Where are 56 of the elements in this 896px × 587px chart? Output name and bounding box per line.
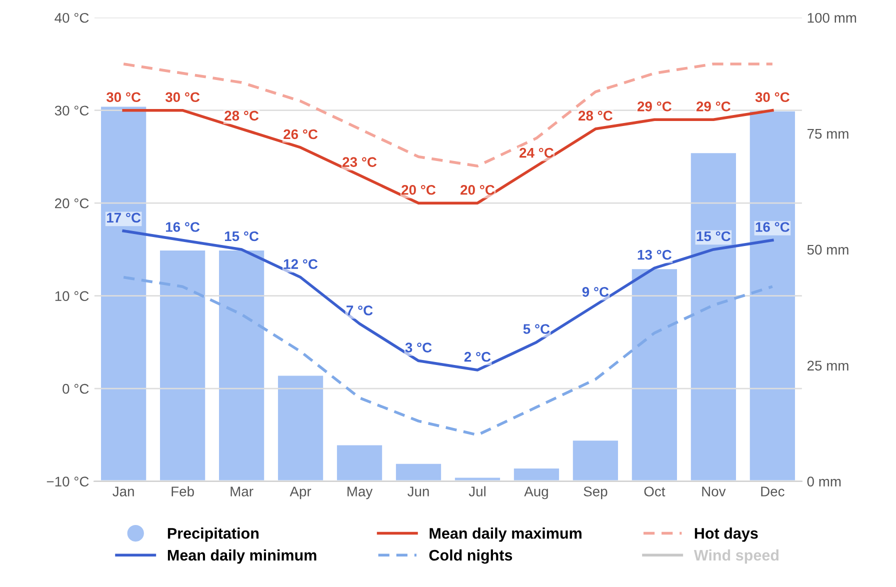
y-tick-label: 30 °C	[54, 106, 89, 116]
data-label: 30 °C	[165, 92, 200, 102]
y-tick-label: 20 °C	[55, 198, 89, 208]
data-label: 28 °C	[224, 110, 259, 121]
y-tick-label: 10 °C	[55, 291, 89, 302]
line-series	[122, 62, 774, 168]
data-label: 17 °C	[107, 212, 141, 223]
data-label: 20 °C	[402, 184, 436, 195]
data-label: 16 °C	[166, 222, 200, 232]
line-series	[122, 276, 774, 436]
data-label: 5 °C	[523, 324, 550, 334]
x-tick-label: May	[348, 486, 373, 500]
data-label: 24 °C	[520, 148, 554, 158]
x-tick-label: Sep	[584, 486, 608, 500]
x-tick-label: Jul	[468, 486, 486, 496]
data-label: 2 °C	[464, 352, 491, 362]
data-label: 3 °C	[405, 342, 432, 352]
x-tick-label: Feb	[172, 486, 194, 496]
y2-tick-label: 0 mm	[807, 476, 841, 487]
legend-label: Hot days	[694, 528, 758, 542]
x-tick-label: Jun	[408, 486, 429, 496]
x-tick-label: Jan	[112, 486, 134, 496]
x-tick-label: Mar	[230, 486, 254, 496]
y-tick-label: 40 °C	[54, 12, 89, 23]
data-label: 16 °C	[756, 222, 790, 232]
y-tick-label: 0 °C	[62, 384, 89, 394]
y2-tick-label: 25 mm	[807, 360, 848, 371]
x-tick-label: Dec	[761, 486, 784, 496]
bar	[334, 443, 384, 482]
data-label: 26 °C	[284, 129, 318, 140]
data-label: 13 °C	[638, 250, 672, 260]
x-tick-label: Apr	[290, 486, 312, 500]
data-label: 30 °C	[755, 92, 790, 102]
bar	[394, 462, 444, 482]
data-label: 15 °C	[696, 231, 731, 242]
data-label: 29 °C	[637, 101, 672, 112]
data-label: 20 °C	[460, 184, 495, 195]
data-label: 7 °C	[346, 306, 373, 316]
legend-label: Mean daily maximum	[430, 528, 582, 542]
data-label: 29 °C	[696, 101, 731, 112]
x-tick-label: Oct	[644, 486, 666, 496]
legend-label: Cold nights	[429, 549, 512, 564]
y-tick-label: −10 °C	[46, 476, 89, 487]
x-tick-label: Nov	[702, 486, 726, 496]
data-label: 30 °C	[106, 92, 141, 102]
y2-tick-label: 50 mm	[807, 244, 848, 255]
legend-label: Precipitation	[168, 528, 259, 542]
y2-tick-label: 75 mm	[807, 129, 848, 139]
legend-label: Mean daily minimum	[168, 549, 316, 564]
data-label: 12 °C	[284, 259, 318, 269]
data-label: 9 °C	[582, 286, 609, 297]
data-label: 15 °C	[224, 231, 259, 242]
data-label: 23 °C	[342, 157, 377, 167]
x-tick-label: Aug	[524, 486, 548, 500]
y2-tick-label: 100 mm	[808, 12, 856, 23]
data-label: 28 °C	[578, 110, 613, 121]
